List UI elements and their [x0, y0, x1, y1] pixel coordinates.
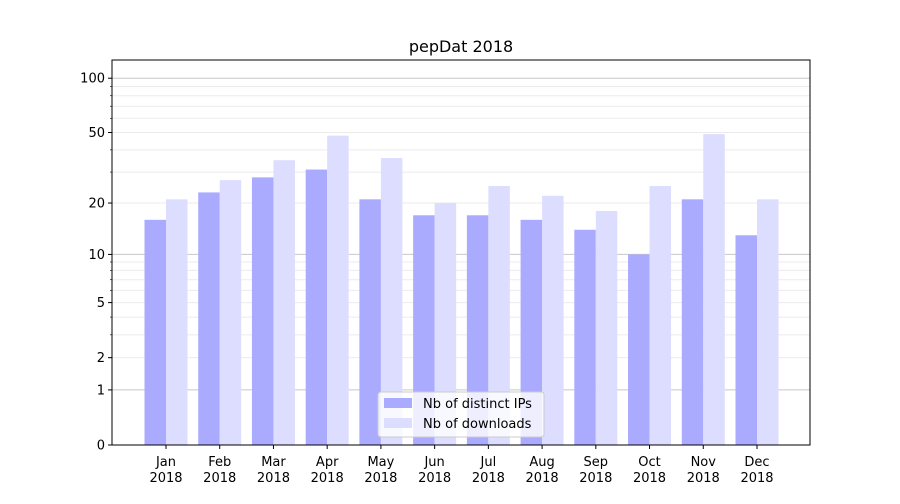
x-tick-label: 2018 [579, 471, 612, 486]
y-tick-label: 2 [97, 351, 105, 366]
legend-label: Nb of downloads [423, 417, 532, 432]
bar-ips [681, 199, 704, 445]
bar-downloads [166, 199, 188, 445]
x-tick-label: 2018 [149, 471, 182, 486]
x-tick-label: 2018 [633, 471, 666, 486]
bar-ips [144, 219, 166, 445]
bar-downloads [273, 160, 295, 446]
bar-downloads [434, 203, 457, 445]
x-tick-label: 2018 [472, 471, 505, 486]
bar-ips [628, 254, 650, 445]
x-tick-label: Dec [744, 455, 769, 470]
legend-label: Nb of distinct IPs [423, 397, 532, 412]
bar-ips [359, 199, 381, 445]
y-tick-label: 10 [88, 248, 105, 263]
bar-downloads [703, 134, 725, 445]
bar-ips [198, 192, 220, 445]
bar-downloads [649, 186, 672, 445]
x-tick-label: 2018 [257, 471, 290, 486]
bar-downloads [595, 210, 618, 445]
bar-ips [251, 177, 274, 445]
x-tick-label: Aug [529, 455, 554, 470]
y-tick-label: 50 [88, 126, 105, 141]
legend-box [377, 391, 545, 438]
bar-ips [305, 169, 328, 445]
x-tick-label: Nov [691, 455, 717, 470]
bar-downloads [757, 199, 779, 445]
legend-swatch [384, 398, 412, 408]
legend: Nb of distinct IPs Nb of downloads [377, 391, 545, 438]
x-tick-label: 2018 [418, 471, 451, 486]
x-tick-label: Sep [584, 455, 609, 470]
bar-ips [413, 215, 435, 445]
bar-downloads [327, 135, 349, 445]
y-tick-label: 5 [97, 296, 105, 311]
chart-title: pepDat 2018 [409, 37, 513, 56]
x-tick-label: 2018 [364, 471, 397, 486]
x-tick-label: 2018 [203, 471, 236, 486]
y-tick-label: 1 [97, 383, 105, 398]
y-tick-label: 0 [97, 439, 105, 454]
bar-downloads [542, 195, 564, 445]
bar-ips [735, 235, 757, 445]
bar-downloads [219, 180, 242, 445]
x-tick-label: Jan [155, 455, 176, 470]
x-tick-label: 2018 [526, 471, 559, 486]
x-tick-label: Mar [261, 455, 286, 470]
bar-ips [520, 219, 543, 445]
y-tick-label: 100 [80, 72, 105, 87]
bar-downloads [380, 158, 403, 445]
bar-downloads [488, 186, 510, 445]
x-tick-label: Feb [208, 455, 231, 470]
y-tick-label: 20 [88, 197, 105, 212]
bar-ips [466, 215, 489, 445]
x-tick-label: 2018 [687, 471, 720, 486]
x-tick-label: Apr [316, 455, 339, 470]
x-tick-label: 2018 [740, 471, 773, 486]
x-tick-label: Jul [480, 455, 497, 470]
x-tick-label: May [367, 455, 394, 470]
x-tick-label: Oct [638, 455, 660, 470]
x-tick-label: 2018 [311, 471, 344, 486]
x-tick-label: Jun [423, 455, 444, 470]
legend-swatch [384, 418, 412, 428]
bar-ips [574, 229, 596, 445]
axes-frame [111, 59, 811, 446]
